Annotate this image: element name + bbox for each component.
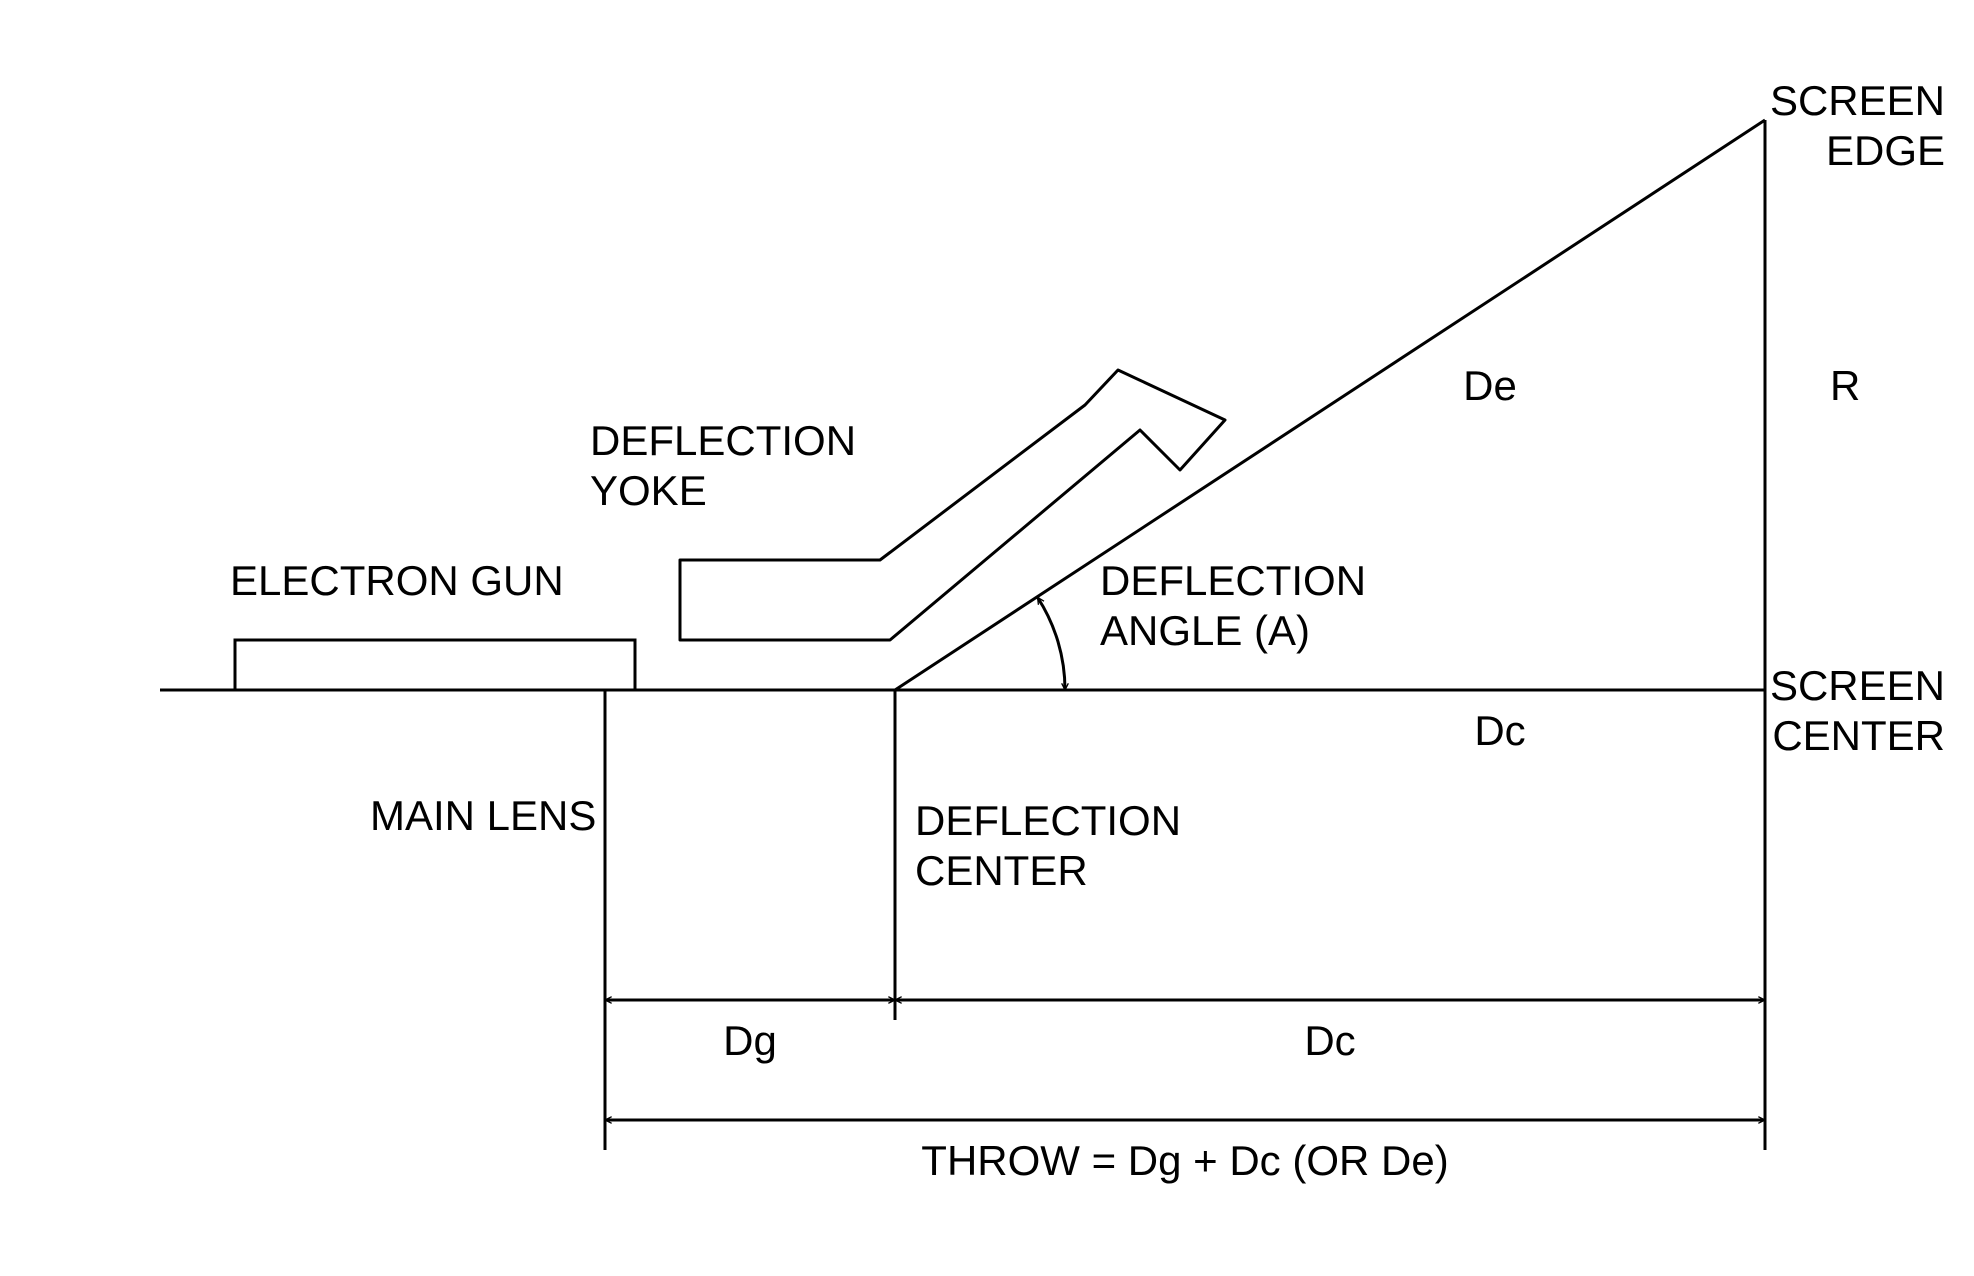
deflection-yoke-label-1: DEFLECTION	[590, 417, 856, 464]
deflection-yoke-label-2: YOKE	[590, 467, 707, 514]
screen-edge-label-2: EDGE	[1826, 127, 1945, 174]
deflection-center-label-2: CENTER	[915, 847, 1088, 894]
de-label: De	[1463, 362, 1517, 409]
dg-dim-label: Dg	[723, 1017, 777, 1064]
deflection-angle-label-2: ANGLE (A)	[1100, 607, 1310, 654]
electron-gun	[235, 640, 635, 690]
dc-dim-label: Dc	[1304, 1017, 1355, 1064]
screen-center-label-2: CENTER	[1772, 712, 1945, 759]
throw-label: THROW = Dg + Dc (OR De)	[921, 1137, 1448, 1184]
dc-top-label: Dc	[1474, 707, 1525, 754]
deflection-center-label-1: DEFLECTION	[915, 797, 1181, 844]
deflection-angle-arc	[1038, 597, 1065, 690]
beam-deflected	[895, 120, 1765, 690]
screen-center-label-1: SCREEN	[1770, 662, 1945, 709]
main-lens-label: MAIN LENS	[370, 792, 596, 839]
screen-edge-label-1: SCREEN	[1770, 77, 1945, 124]
deflection-angle-label-1: DEFLECTION	[1100, 557, 1366, 604]
r-label: R	[1830, 362, 1860, 409]
electron-gun-label: ELECTRON GUN	[230, 557, 564, 604]
